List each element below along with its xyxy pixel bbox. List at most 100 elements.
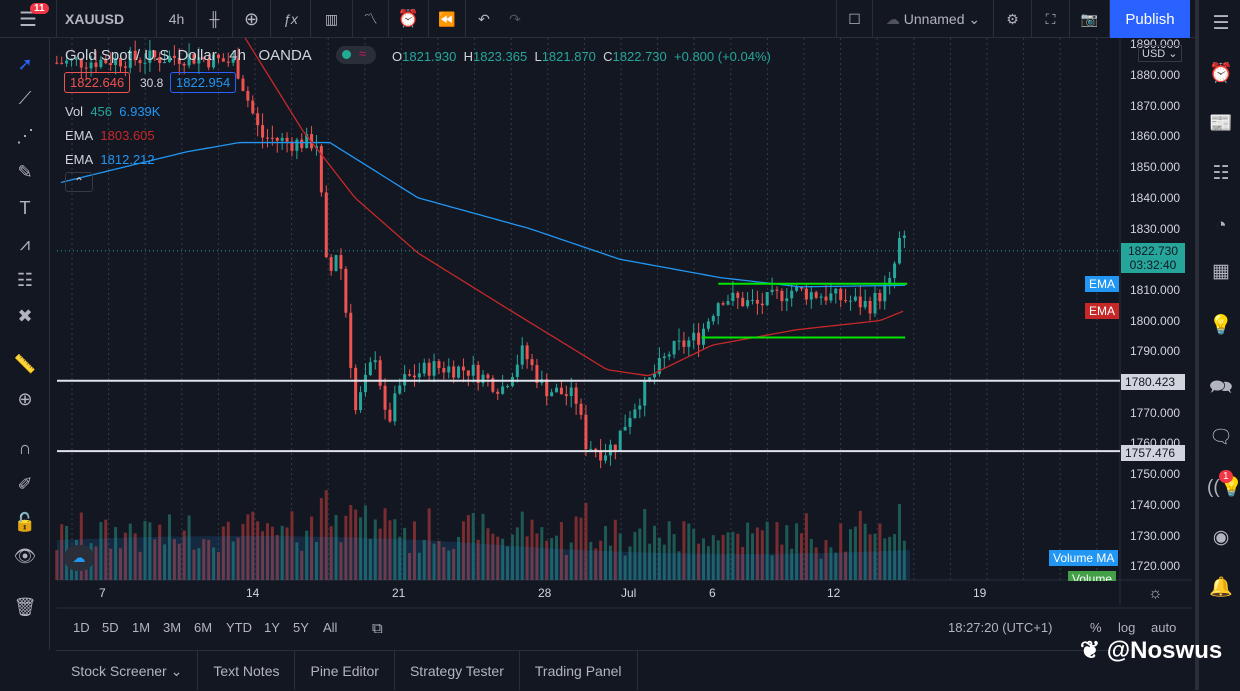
volume-bar <box>662 544 666 580</box>
cursor-icon[interactable]: ➚ <box>17 54 33 74</box>
candles-icon[interactable]: ╫ <box>197 0 233 38</box>
volume-bar <box>300 550 304 580</box>
volume-bar <box>403 527 407 580</box>
volume-bar <box>765 521 769 580</box>
tab-strategy-tester[interactable]: Strategy Tester <box>395 651 520 690</box>
range-1d[interactable]: 1D <box>73 620 90 635</box>
percent-toggle[interactable]: % <box>1090 620 1102 635</box>
alert-icon[interactable]: ⏰ <box>389 0 429 38</box>
market-status-toggle[interactable]: ≈ <box>336 46 376 64</box>
symbol-search[interactable]: XAUUSD <box>57 0 157 38</box>
range-3m[interactable]: 3M <box>163 620 182 635</box>
remove-icon[interactable]: ✖ <box>17 306 33 326</box>
magnet-icon[interactable]: ∩ <box>18 438 32 458</box>
candle-body <box>736 292 740 298</box>
symbol-title[interactable]: Gold Spot / U.S. Dollar <box>65 47 217 64</box>
range-1m[interactable]: 1M <box>132 620 151 635</box>
candle-body <box>491 378 495 392</box>
range-1y[interactable]: 1Y <box>264 620 280 635</box>
candle-body <box>692 332 696 341</box>
lock-icon[interactable]: 🔓 <box>13 512 37 532</box>
range-all[interactable]: All <box>323 620 338 635</box>
trendline-icon[interactable]: ⟋ <box>18 88 32 108</box>
candle-body <box>814 292 818 298</box>
settings-icon[interactable]: ⚙ <box>994 0 1032 38</box>
fullscreen-icon[interactable]: ⛶ <box>1032 0 1070 38</box>
fib-icon[interactable]: ⋰ <box>16 126 34 146</box>
ideas-icon[interactable]: 💡 <box>1209 315 1233 336</box>
play-icon[interactable]: ◉ <box>1212 527 1230 548</box>
candle-body <box>829 293 833 301</box>
news-icon[interactable]: 📰 <box>1209 113 1233 134</box>
bell-icon[interactable]: 🔔 <box>1209 577 1233 598</box>
text-icon[interactable]: T <box>19 198 31 218</box>
hotlist-icon[interactable]: ◔ <box>1215 215 1227 236</box>
publish-button[interactable]: Publish <box>1110 0 1190 38</box>
tab-stock-screener[interactable]: Stock Screener ⌄ <box>56 651 199 690</box>
candle-body <box>256 113 260 126</box>
brush-icon[interactable]: ✎ <box>17 162 33 182</box>
layout-name-button[interactable]: ☁ Unnamed ⌄ <box>872 0 994 38</box>
auto-toggle[interactable]: auto <box>1151 620 1177 635</box>
ema-blue-legend[interactable]: EMA 1812.212 <box>65 152 155 167</box>
add-compare-icon[interactable]: ⊕ <box>233 0 271 38</box>
compare-icon[interactable]: 〽 <box>353 0 389 38</box>
watchlist-icon[interactable]: ☰ <box>1212 13 1230 34</box>
currency-select[interactable]: USD ⌄ <box>1138 45 1182 62</box>
buy-button[interactable]: 1822.954 <box>170 72 237 93</box>
ruler-icon[interactable]: 📏 <box>13 354 37 374</box>
volume-bar <box>99 522 103 580</box>
time-label: 7 <box>99 586 106 600</box>
pattern-icon[interactable]: ⩘ <box>19 234 31 254</box>
volume-bar <box>697 543 701 580</box>
eye-icon[interactable]: 👁 <box>13 546 37 566</box>
calendar-icon[interactable]: ▦ <box>1212 261 1230 282</box>
candle-body <box>525 345 529 360</box>
sell-button[interactable]: 1822.646 <box>64 72 131 93</box>
tab-pine-editor[interactable]: Pine Editor <box>295 651 395 690</box>
streams-icon[interactable]: ((💡)) <box>1207 477 1240 498</box>
chat-icon[interactable]: 🗨 <box>1208 427 1234 448</box>
undo-icon[interactable]: ↶ <box>478 10 490 27</box>
camera-icon[interactable]: 📷 <box>1070 0 1110 38</box>
trash-icon[interactable]: 🗑 <box>13 597 37 617</box>
zoom-icon[interactable]: ⊕ <box>17 389 33 409</box>
select-layout-icon[interactable]: ☐ <box>836 0 872 38</box>
chats-icon[interactable]: 🗪 <box>1209 377 1233 398</box>
time-label: Jul <box>621 586 637 600</box>
ema-red-legend[interactable]: EMA 1803.605 <box>65 128 155 143</box>
volume-legend[interactable]: Vol 456 6.939K <box>65 104 161 119</box>
volume-bar <box>265 523 269 580</box>
replay-icon[interactable]: ⏪ <box>429 0 466 38</box>
alarm-icon[interactable]: ⏰ <box>1209 63 1233 84</box>
price-label: 1880.000 <box>1130 68 1181 82</box>
tradingview-logo-icon[interactable]: ☁ <box>64 545 94 571</box>
range-ytd[interactable]: YTD <box>226 620 252 635</box>
candle-body <box>398 385 402 394</box>
data-window-icon[interactable]: ☷ <box>1212 163 1230 184</box>
candle-body <box>207 58 211 68</box>
date-range-icon[interactable]: ⧉ <box>372 620 383 637</box>
candle-body <box>197 57 201 64</box>
templates-icon[interactable]: ▥ <box>311 0 353 38</box>
range-5d[interactable]: 5D <box>102 620 119 635</box>
redo-icon[interactable]: ↷ <box>509 10 521 27</box>
collapse-legend-button[interactable]: ⌃ <box>65 172 93 192</box>
tab-text-notes[interactable]: Text Notes <box>198 651 296 690</box>
volume-bar <box>417 552 421 580</box>
lock-drawing-icon[interactable]: ✐ <box>17 474 33 494</box>
tab-trading-panel[interactable]: Trading Panel <box>520 651 638 690</box>
log-toggle[interactable]: log <box>1118 620 1136 635</box>
interval-button[interactable]: 4h <box>157 0 197 38</box>
clock[interactable]: 18:27:20 (UTC+1) <box>948 620 1053 635</box>
range-5y[interactable]: 5Y <box>293 620 309 635</box>
volume-bar <box>633 531 637 580</box>
volume-bar <box>427 508 431 580</box>
range-6m[interactable]: 6M <box>194 620 213 635</box>
menu-button[interactable]: ☰ 11 <box>0 0 57 38</box>
indicators-icon[interactable]: ƒx <box>271 0 311 38</box>
axis-settings-icon[interactable]: ☼ <box>1148 585 1163 602</box>
candle-body <box>427 362 431 376</box>
prediction-icon[interactable]: ☷ <box>16 270 34 290</box>
